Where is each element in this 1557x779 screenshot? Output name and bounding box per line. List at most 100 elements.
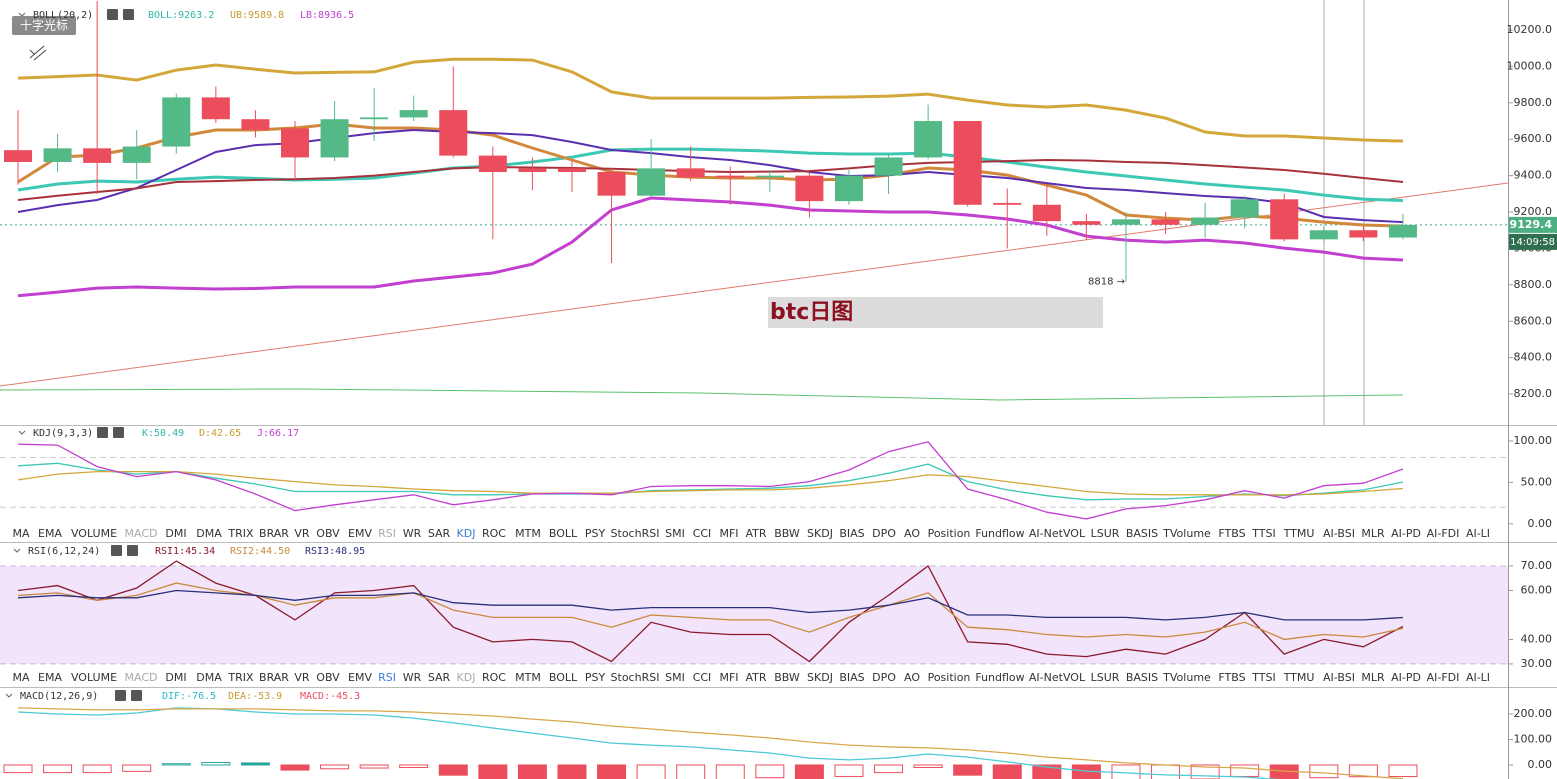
indicator-tab[interactable]: MA: [12, 671, 29, 684]
indicator-tab[interactable]: AO: [904, 671, 920, 684]
indicator-tab[interactable]: KDJ: [457, 527, 476, 540]
indicator-tab[interactable]: AI-PD: [1391, 671, 1421, 684]
indicator-tab[interactable]: AI-FDI: [1427, 527, 1460, 540]
indicator-tab[interactable]: AI-BSI: [1323, 527, 1355, 540]
indicator-tab[interactable]: TTMU: [1283, 527, 1315, 540]
collapse-icon[interactable]: [13, 548, 21, 553]
close-icon[interactable]: [127, 545, 138, 556]
indicator-tab[interactable]: ROC: [482, 671, 506, 684]
settings-icon[interactable]: [107, 9, 118, 20]
indicator-tab[interactable]: EMA: [38, 671, 62, 684]
indicator-tab[interactable]: EMV: [348, 671, 372, 684]
indicator-tab[interactable]: LSUR: [1091, 527, 1120, 540]
indicator-tab[interactable]: TRIX: [227, 671, 254, 684]
indicator-tab[interactable]: BIAS: [839, 671, 864, 684]
indicator-tab[interactable]: AI-LI: [1466, 527, 1490, 540]
indicator-tab[interactable]: BASIS: [1126, 671, 1158, 684]
indicator-tab[interactable]: DMA: [196, 527, 222, 540]
settings-icon[interactable]: [111, 545, 122, 556]
indicator-tab[interactable]: VR: [294, 527, 310, 540]
indicator-tab[interactable]: SKDJ: [807, 527, 833, 540]
collapse-icon[interactable]: [5, 693, 13, 698]
indicator-tab[interactable]: ATR: [745, 527, 766, 540]
indicator-tab[interactable]: BOLL: [549, 671, 578, 684]
indicator-tab[interactable]: OBV: [316, 671, 340, 684]
indicator-tab[interactable]: TTMU: [1283, 671, 1315, 684]
indicator-tab[interactable]: BBW: [774, 527, 800, 540]
indicator-tab[interactable]: PSY: [585, 527, 606, 540]
indicator-tab[interactable]: Position: [928, 527, 971, 540]
indicator-tab[interactable]: DMI: [165, 671, 186, 684]
indicator-tab[interactable]: AI-PD: [1391, 527, 1421, 540]
indicator-tab[interactable]: MFI: [719, 527, 738, 540]
indicator-tab[interactable]: VR: [294, 671, 310, 684]
settings-icon[interactable]: [97, 427, 108, 438]
indicator-tab[interactable]: BRAR: [259, 527, 289, 540]
indicator-tab[interactable]: BBW: [774, 671, 800, 684]
indicator-tab[interactable]: RSI: [378, 671, 396, 684]
indicator-tab[interactable]: FTBS: [1218, 527, 1245, 540]
collapse-icon[interactable]: [18, 12, 26, 17]
indicator-tab[interactable]: AI-NetVOL: [1029, 671, 1086, 684]
indicator-tab[interactable]: StochRSI: [611, 527, 660, 540]
indicator-tab[interactable]: TTSI: [1251, 527, 1275, 540]
indicator-tab[interactable]: MLR: [1361, 527, 1385, 540]
indicator-tab[interactable]: StochRSI: [611, 671, 660, 684]
close-icon[interactable]: [131, 690, 142, 701]
indicator-tab[interactable]: LSUR: [1091, 671, 1120, 684]
indicator-tab[interactable]: DMA: [196, 671, 222, 684]
indicator-tab[interactable]: KDJ: [457, 671, 476, 684]
indicator-tab[interactable]: MACD: [125, 671, 158, 684]
badge[interactable]: 十字光标: [20, 18, 68, 33]
indicator-tab[interactable]: EMA: [38, 527, 62, 540]
collapse-icon[interactable]: [18, 430, 26, 435]
indicator-tab[interactable]: SMI: [665, 527, 685, 540]
indicator-tab[interactable]: Position: [928, 671, 971, 684]
indicator-tab[interactable]: MTM: [515, 671, 541, 684]
indicator-tab[interactable]: AI-LI: [1466, 671, 1490, 684]
tool-icon[interactable]: [29, 45, 47, 61]
indicator-tab[interactable]: SAR: [428, 527, 451, 540]
indicator-tab[interactable]: FTBS: [1218, 671, 1245, 684]
indicator-tab[interactable]: SMI: [665, 671, 685, 684]
indicator-tab[interactable]: WR: [403, 527, 422, 540]
indicator-tab[interactable]: ATR: [745, 671, 766, 684]
indicator-tab[interactable]: DPO: [872, 527, 896, 540]
indicator-tab[interactable]: PSY: [585, 671, 606, 684]
indicator-tab[interactable]: BASIS: [1126, 527, 1158, 540]
indicator-tab[interactable]: AI-FDI: [1427, 671, 1460, 684]
settings-icon[interactable]: [115, 690, 126, 701]
indicator-tab[interactable]: DMI: [165, 527, 186, 540]
indicator-tab[interactable]: CCI: [693, 527, 712, 540]
indicator-tab[interactable]: SKDJ: [807, 671, 833, 684]
indicator-tab[interactable]: BIAS: [839, 527, 864, 540]
indicator-tab[interactable]: AI-NetVOL: [1029, 527, 1086, 540]
indicator-tab[interactable]: RSI: [378, 527, 396, 540]
indicator-tab[interactable]: WR: [403, 671, 422, 684]
indicator-tab[interactable]: MTM: [515, 527, 541, 540]
indicator-tab[interactable]: MA: [12, 527, 29, 540]
indicator-tab[interactable]: TRIX: [227, 527, 254, 540]
indicator-tab[interactable]: AI-BSI: [1323, 671, 1355, 684]
indicator-tab[interactable]: MFI: [719, 671, 738, 684]
close-icon[interactable]: [113, 427, 124, 438]
close-icon[interactable]: [123, 9, 134, 20]
indicator-tab[interactable]: AO: [904, 527, 920, 540]
indicator-tab[interactable]: TTSI: [1251, 671, 1275, 684]
indicator-tab[interactable]: TVolume: [1162, 527, 1211, 540]
indicator-tab[interactable]: CCI: [693, 671, 712, 684]
indicator-tab[interactable]: ROC: [482, 527, 506, 540]
indicator-tab[interactable]: BOLL: [549, 527, 578, 540]
indicator-tab[interactable]: TVolume: [1162, 671, 1211, 684]
indicator-tab[interactable]: VOLUME: [71, 671, 117, 684]
indicator-tab[interactable]: MACD: [125, 527, 158, 540]
indicator-tab[interactable]: OBV: [316, 527, 340, 540]
indicator-tab[interactable]: BRAR: [259, 671, 289, 684]
indicator-tab[interactable]: EMV: [348, 527, 372, 540]
indicator-tab[interactable]: VOLUME: [71, 527, 117, 540]
indicator-tab[interactable]: Fundflow: [975, 527, 1024, 540]
indicator-tab[interactable]: Fundflow: [975, 671, 1024, 684]
indicator-tab[interactable]: DPO: [872, 671, 896, 684]
indicator-tab[interactable]: SAR: [428, 671, 451, 684]
indicator-tab[interactable]: MLR: [1361, 671, 1385, 684]
